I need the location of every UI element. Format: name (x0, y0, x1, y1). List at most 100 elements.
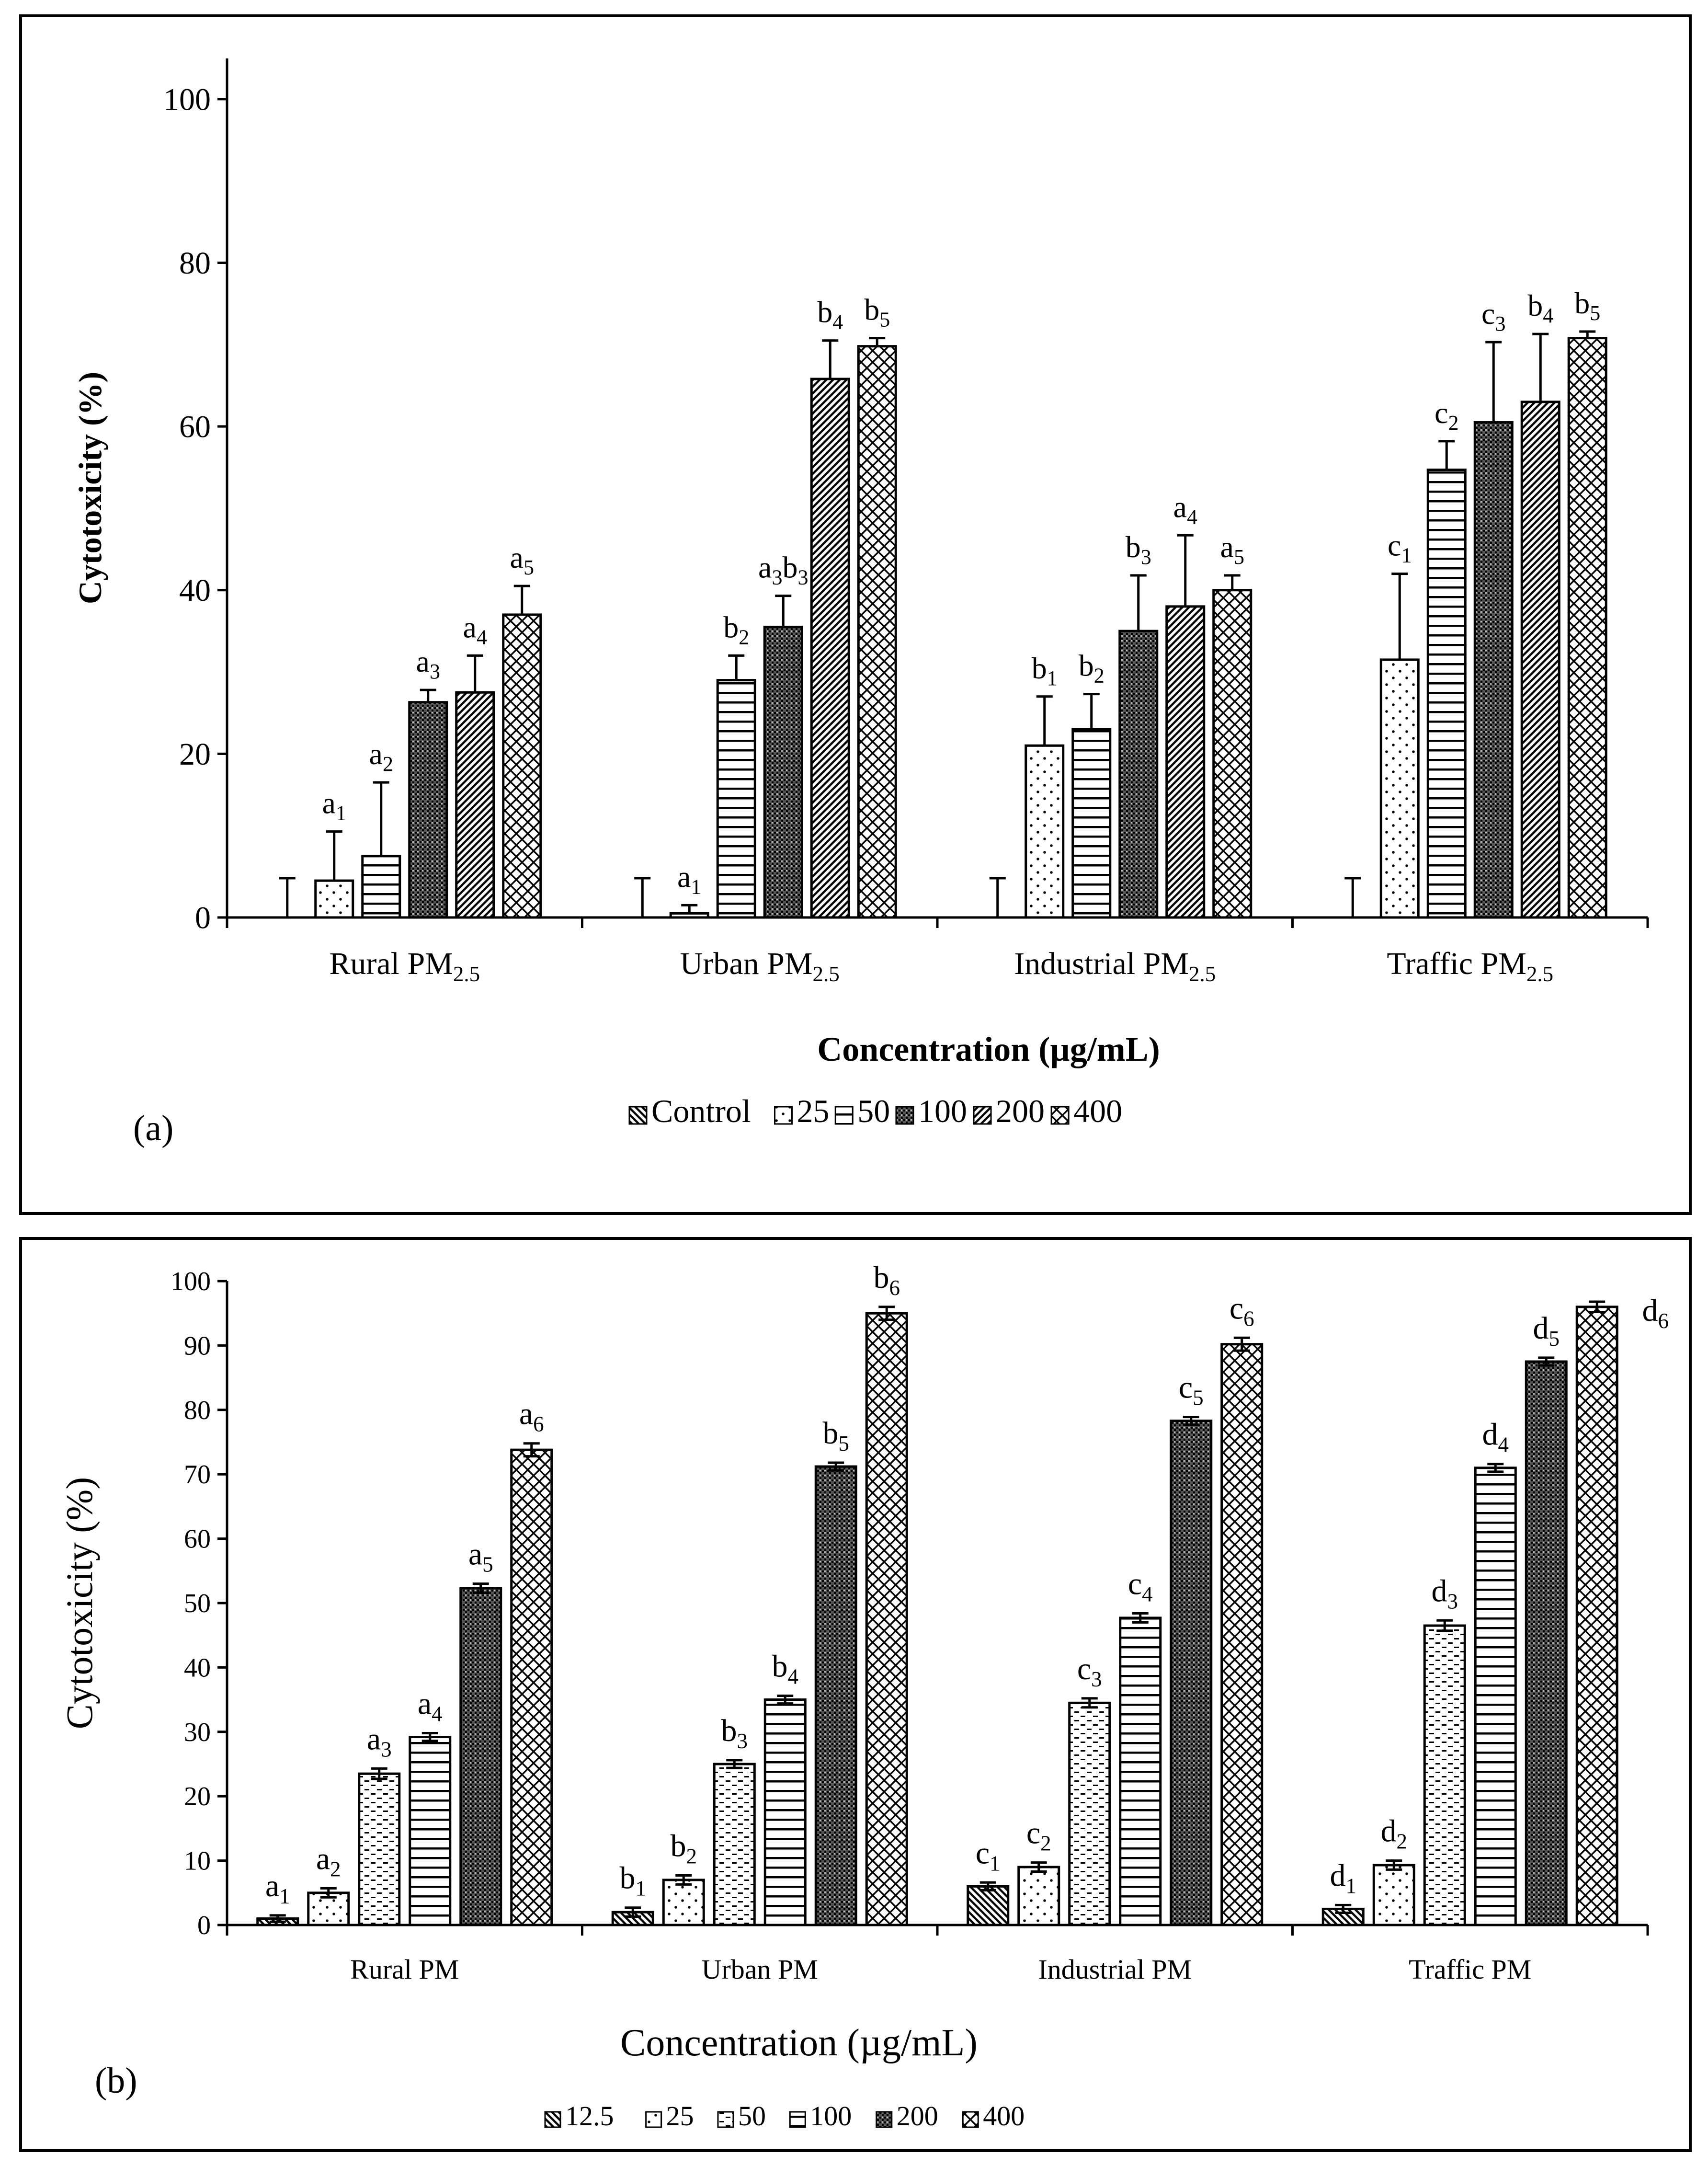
significance-label-subscript: 2 (1094, 664, 1105, 688)
x-category-label: Traffic PM2.5 (1387, 946, 1553, 986)
significance-label: d2 (1381, 1814, 1408, 1854)
significance-label-subscript: 2 (739, 625, 749, 649)
y-tick-label: 60 (184, 1524, 211, 1554)
significance-label: a1 (322, 786, 346, 825)
significance-label-subscript: 3 (1141, 545, 1151, 569)
x-category-label: Urban PM2.5 (680, 946, 840, 986)
significance-label: a2 (369, 737, 393, 776)
bar (1119, 1616, 1162, 1926)
significance-label: c1 (976, 1835, 1001, 1875)
x-category-label-subscript: 2.5 (1189, 962, 1216, 986)
legend-swatch (544, 2111, 561, 2128)
significance-label-subscript: 4 (1187, 505, 1197, 528)
bar (1372, 1864, 1415, 1926)
significance-label-subscript: 5 (1549, 1327, 1560, 1351)
bar (1220, 1343, 1264, 1926)
bar (1473, 421, 1514, 919)
significance-label-subscript: 5 (1193, 1386, 1204, 1410)
x-axis-title: Concentration (µg/mL) (817, 1030, 1160, 1068)
bar (510, 1448, 553, 1926)
significance-label-subscript: 1 (1346, 1874, 1357, 1898)
y-tick-label: 80 (184, 1396, 211, 1425)
significance-label: a4 (418, 1686, 443, 1726)
bar (857, 345, 897, 919)
legend-swatch (962, 2111, 979, 2128)
significance-label-subscript: 2 (686, 1845, 697, 1868)
legend-swatch (973, 1106, 992, 1125)
legend-label: 100 (810, 2100, 852, 2132)
significance-label: b4 (817, 295, 843, 334)
significance-label-subscript: 5 (839, 1432, 850, 1455)
legend-label: 50 (738, 2100, 766, 2132)
significance-label: c6 (1230, 1291, 1254, 1330)
significance-label-subscript: 1 (336, 802, 346, 825)
significance-label-subscript: 5 (879, 308, 890, 332)
significance-label: b2 (671, 1829, 697, 1868)
significance-label: c3 (1077, 1651, 1102, 1691)
legend-label: 200 (897, 2100, 938, 2132)
legend-swatch (774, 1106, 793, 1125)
significance-label: d3 (1432, 1573, 1458, 1613)
significance-label-subscript: 5 (482, 1553, 493, 1577)
x-category-label: Urban PM (702, 1954, 818, 1985)
bar (967, 1885, 1010, 1926)
x-category-label: Traffic PM (1409, 1954, 1531, 1985)
y-tick-label: 100 (163, 82, 211, 117)
significance-label-subscript: 5 (524, 556, 534, 579)
significance-label: b5 (1574, 286, 1600, 325)
y-tick-label: 80 (179, 246, 211, 281)
significance-label: a5 (468, 1537, 493, 1577)
bar (409, 1736, 452, 1926)
bar (713, 1763, 756, 1926)
significance-label: b5 (823, 1416, 850, 1455)
significance-label-subscript: 2 (1397, 1830, 1408, 1854)
y-tick-label: 10 (184, 1846, 211, 1876)
bar (1525, 1360, 1568, 1926)
bar (1575, 1306, 1618, 1926)
panel-label: (a) (133, 1108, 173, 1148)
bar (1017, 1866, 1060, 1926)
significance-label: c2 (1026, 1816, 1051, 1856)
legend-label: 200 (996, 1093, 1045, 1129)
y-tick-label: 50 (184, 1589, 211, 1618)
significance-label: b4 (772, 1649, 799, 1689)
y-tick-label: 0 (197, 1911, 211, 1940)
significance-label: c5 (1179, 1370, 1204, 1410)
significance-label-subscript: 2 (383, 752, 393, 776)
legend-swatch (628, 1106, 648, 1125)
significance-label: c4 (1128, 1567, 1153, 1606)
significance-label-subscript: 4 (788, 1665, 799, 1689)
significance-label-subscript: 4 (1543, 304, 1553, 327)
bar (408, 701, 448, 919)
legend-label: 25 (666, 2100, 694, 2132)
legend-label: 100 (918, 1093, 967, 1129)
significance-label: a6 (519, 1397, 544, 1436)
significance-label-subscript: 1 (279, 1884, 290, 1908)
significance-label-subscript: 6 (533, 1412, 544, 1436)
significance-label: a2 (316, 1841, 341, 1881)
significance-label-subscript: 4 (1142, 1582, 1153, 1606)
significance-label: a4 (463, 610, 487, 649)
bar (1212, 589, 1253, 919)
legend-label: 50 (857, 1093, 890, 1129)
legend-swatch (895, 1106, 914, 1125)
significance-label-part: b (782, 550, 797, 584)
legend-label: 25 (797, 1093, 830, 1129)
bar (1426, 469, 1467, 919)
significance-label: d5 (1533, 1311, 1560, 1351)
y-tick-label: 30 (184, 1718, 211, 1747)
bar (1025, 744, 1065, 919)
legend-label: 12.5 (565, 2100, 614, 2132)
significance-label: a1 (265, 1868, 290, 1908)
x-category-label: Industrial PM (1038, 1954, 1192, 1985)
x-category-label: Rural PM (350, 1954, 459, 1985)
y-tick-label: 20 (184, 1782, 211, 1811)
significance-label-subscript: 3 (1495, 312, 1505, 335)
chart-b-svg: 0 10 20 30 40 50 60 70 80 90 100 Rural PM a1 a2 a3 a4 a5… (58, 1260, 1669, 2132)
significance-label: b1 (1032, 651, 1058, 690)
panel-label: (b) (95, 2061, 137, 2101)
bar (810, 378, 850, 919)
y-tick-label: 90 (184, 1331, 211, 1361)
legend: 12.5 25 50 100 200 400 (544, 2100, 1025, 2132)
significance-label: a5 (510, 540, 534, 579)
